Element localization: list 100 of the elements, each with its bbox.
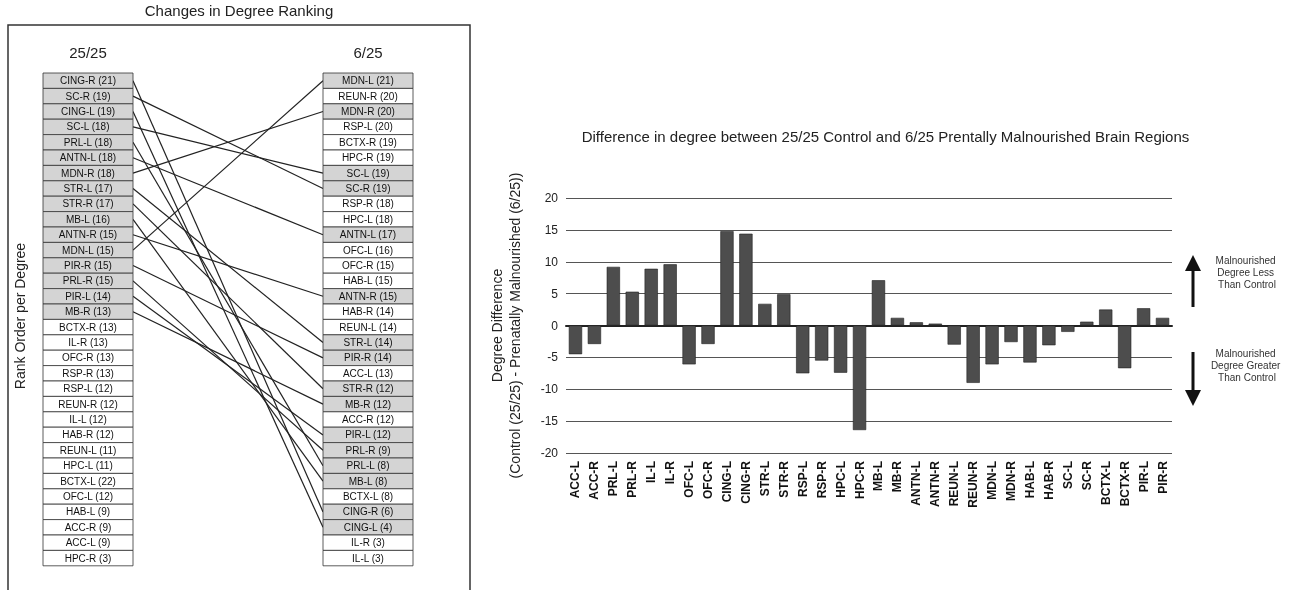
text: PIR-L (12) [345, 429, 391, 441]
text: Malnourished Degree Less Than Control [1215, 254, 1279, 290]
text: REUN-R (12) [58, 398, 118, 410]
x-tick-label: HPC-R [852, 460, 867, 499]
text: STR-R (17) [62, 198, 114, 210]
y-axis-title: Degree Difference (Control (25/25) - Prenatally Malnourished (6/25)) [489, 172, 523, 479]
x-tick-label: ANTN-L [909, 461, 924, 506]
text: PIR-R (15) [64, 260, 112, 271]
text: ACC-L (13) [342, 367, 394, 379]
text: PRL-L (8) [346, 460, 390, 472]
text: Malnourished Degree Greater Than Control [1210, 347, 1284, 383]
y-tick-label: -20 [540, 446, 559, 460]
x-tick-label: STR-R [776, 460, 791, 498]
text: ANTN-R (15) [58, 229, 118, 241]
text: REUN-R (20) [338, 90, 398, 102]
x-tick-label: RSP-R [814, 460, 829, 499]
y-tick-label: 5 [551, 286, 559, 301]
x-tick-label: PIR-L [1136, 461, 1151, 493]
text: CING-L (4) [343, 521, 393, 533]
x-tick-label: OFC-R [701, 460, 716, 499]
text: STR-R (12) [342, 383, 394, 395]
text: SC-R (19) [65, 90, 111, 102]
text: CING-L (19) [60, 106, 116, 117]
x-tick-label: STR-L [757, 461, 772, 497]
text: STR-L (14) [343, 337, 393, 348]
x-tick-label: REUN-L [947, 461, 962, 507]
text: HAB-L (15) [343, 275, 393, 287]
text: HPC-L (18) [342, 213, 394, 225]
text: ANTN-L (17) [339, 229, 397, 241]
x-tick-label: CING-R [738, 460, 753, 504]
text: ACC-R (12) [341, 414, 395, 425]
y-tick-label: -10 [540, 382, 559, 397]
text: ACC-L (9) [65, 537, 111, 549]
x-tick-label: MB-R [890, 460, 905, 493]
x-tick-label: SC-L [1060, 461, 1075, 489]
y-tick-label: 10 [544, 254, 559, 269]
text: CING-R (6) [342, 506, 394, 518]
text: HAB-L (9) [65, 506, 111, 518]
x-tick-label: MDN-L [985, 461, 1000, 500]
y-tick-label: 20 [544, 191, 559, 205]
y-tick-label: 15 [544, 222, 559, 237]
x-tick-label: BCTX-R [1117, 460, 1132, 507]
text: IL-L (12) [69, 414, 107, 425]
text: RSP-L (20) [343, 121, 393, 133]
text: MDN-R (18) [61, 167, 115, 179]
x-tick-label: MDN-R [1004, 460, 1019, 501]
text: PRL-R (9) [345, 444, 391, 456]
text: OFC-R (13) [61, 352, 115, 364]
text: BCTX-R (13) [59, 321, 117, 333]
text: MB-L (16) [65, 213, 111, 225]
text: SC-L (19) [346, 167, 390, 179]
text: SC-L (18) [66, 121, 110, 133]
text: Changes in Degree Ranking [144, 1, 334, 19]
text: STR-L (17) [63, 183, 113, 194]
y-tick-label: -5 [547, 350, 559, 365]
x-tick-label: PIR-R [1155, 460, 1170, 494]
text: RSP-L (12) [63, 383, 113, 395]
x-tick-label: ANTN-R [928, 460, 943, 507]
x-tick-label: MB-L [871, 461, 886, 491]
chart-title: Difference in degree between 25/25 Control and 6/25 Prentally Malnourished Brain Regions [581, 128, 1190, 145]
text: RSP-R (18) [342, 198, 394, 210]
text: Rank Order per Degree [12, 242, 28, 390]
x-tick-label: IL-R [663, 460, 678, 485]
text: IL-L (3) [352, 552, 384, 564]
text: IL-R (13) [68, 337, 108, 348]
text: PIR-L (14) [65, 290, 111, 302]
x-tick-label: OFC-L [682, 461, 697, 498]
x-tick-label: ACC-R [587, 460, 602, 500]
text: ANTN-R (15) [338, 290, 398, 302]
text: MB-R (12) [344, 398, 392, 410]
x-tick-label: REUN-R [966, 460, 981, 508]
x-tick-label: RSP-L [795, 461, 810, 497]
text: MDN-R (20) [341, 106, 395, 117]
text: PRL-L (18) [63, 136, 113, 148]
text: MDN-L (21) [342, 75, 394, 87]
text: BCTX-L (8) [342, 491, 394, 502]
x-tick-label: HAB-L [1022, 461, 1037, 499]
text: HPC-L (11) [63, 460, 113, 472]
category-label: 25/25 [69, 43, 107, 61]
x-tick-label: PRL-R [625, 460, 640, 498]
text: OFC-L (16) [342, 244, 394, 256]
text: MB-R (13) [64, 306, 112, 318]
x-tick-label: CING-L [719, 461, 734, 503]
text: RSP-R (13) [62, 367, 114, 379]
y-tick-label: -15 [540, 414, 559, 429]
text: OFC-R (15) [341, 260, 395, 271]
x-tick-label: HAB-R [1041, 460, 1056, 500]
text: CING-R (21) [59, 75, 117, 87]
x-tick-label: ACC-L [568, 461, 583, 499]
text: REUN-L (11) [59, 444, 117, 456]
text: PRL-R (15) [62, 275, 114, 287]
text: HPC-R (3) [64, 552, 112, 564]
text: HPC-R (19) [341, 152, 395, 164]
text: PIR-R (14) [344, 352, 392, 364]
x-tick-label: IL-L [644, 461, 659, 483]
text: ANTN-L (18) [59, 152, 117, 164]
text: HAB-R (14) [342, 306, 394, 318]
text: MB-L (8) [348, 475, 388, 487]
x-tick-label: HPC-L [833, 461, 848, 498]
text: BCTX-R (19) [339, 136, 397, 148]
